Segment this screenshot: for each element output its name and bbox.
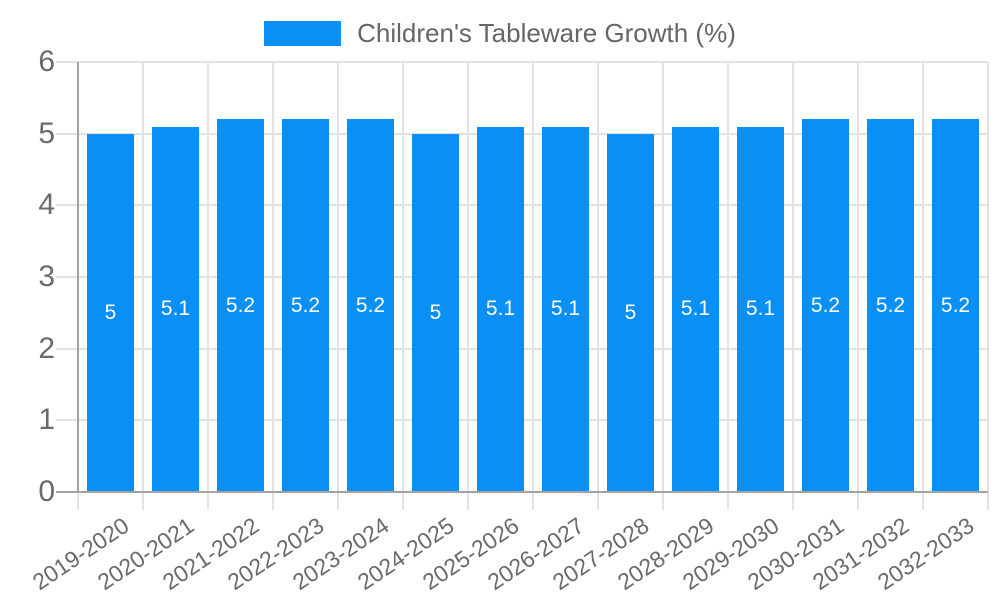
x-gridline (337, 62, 339, 510)
bar[interactable] (412, 133, 459, 492)
bar-value-label: 5.1 (745, 297, 776, 321)
x-gridline (207, 62, 209, 510)
bar[interactable] (867, 119, 914, 492)
y-axis-line (77, 62, 79, 492)
x-gridline (402, 62, 404, 510)
bar-value-label: 5.1 (550, 297, 581, 321)
bar[interactable] (802, 119, 849, 492)
legend[interactable]: Children's Tableware Growth (%) (0, 18, 1000, 49)
y-axis-tick-label: 3 (38, 260, 55, 293)
x-gridline (597, 62, 599, 510)
bar-value-label: 5 (429, 300, 442, 324)
bar[interactable] (347, 119, 394, 492)
bar[interactable] (542, 126, 589, 492)
bar[interactable] (477, 126, 524, 492)
y-axis-tick-label: 5 (38, 116, 55, 150)
bar-value-label: 5 (104, 300, 117, 324)
bar[interactable] (607, 133, 654, 492)
y-axis-tick-label: 0 (38, 475, 55, 508)
x-gridline (272, 62, 274, 510)
legend-label: Children's Tableware Growth (%) (357, 18, 736, 48)
bar[interactable] (87, 133, 134, 492)
bar[interactable] (217, 119, 264, 492)
bar-value-label: 5.2 (290, 293, 321, 317)
bar[interactable] (672, 126, 719, 492)
x-gridline (792, 62, 794, 510)
bar[interactable] (152, 126, 199, 492)
x-gridline (987, 62, 989, 510)
bar-value-label: 5.2 (225, 293, 256, 317)
bar-value-label: 5 (624, 300, 637, 324)
bar[interactable] (282, 119, 329, 492)
y-axis-tick-label: 2 (38, 331, 55, 365)
legend-swatch-icon (264, 21, 342, 46)
bar-value-label: 5.2 (355, 293, 386, 317)
bar[interactable] (932, 119, 979, 492)
x-axis-line (56, 491, 988, 493)
y-gridline (56, 61, 988, 63)
bar-value-label: 5.1 (680, 297, 711, 321)
x-gridline (532, 62, 534, 510)
bar-value-label: 5.1 (160, 297, 191, 321)
bar-value-label: 5.1 (485, 297, 516, 321)
x-gridline (467, 62, 469, 510)
x-gridline (727, 62, 729, 510)
bar[interactable] (737, 126, 784, 492)
bar-value-label: 5.2 (810, 293, 841, 317)
x-gridline (857, 62, 859, 510)
y-axis-tick-label: 1 (38, 403, 55, 437)
bar-value-label: 5.2 (940, 293, 971, 317)
x-gridline (142, 62, 144, 510)
y-axis-tick-label: 6 (38, 45, 55, 78)
y-axis-tick-label: 4 (38, 188, 55, 222)
x-gridline (922, 62, 924, 510)
bar-value-label: 5.2 (875, 293, 906, 317)
x-gridline (662, 62, 664, 510)
